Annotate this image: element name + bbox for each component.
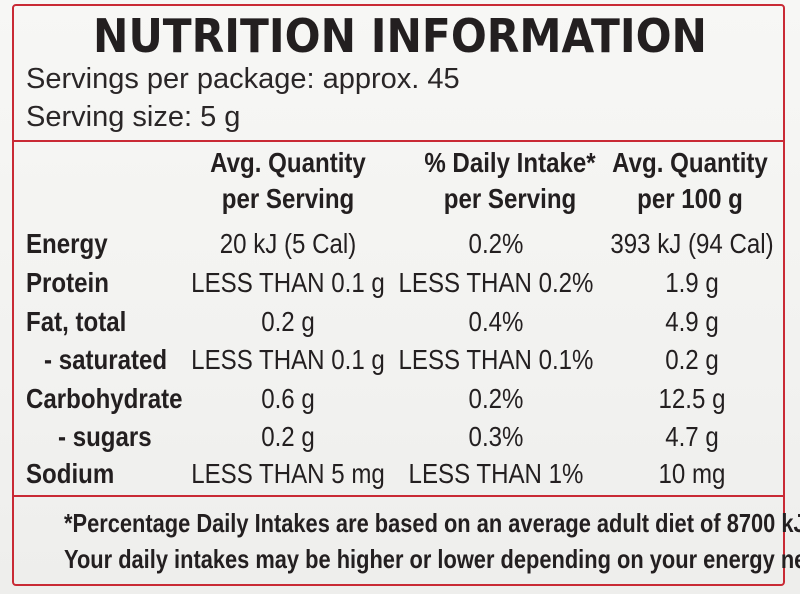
panel-title: NUTRITION INFORMATION [93, 9, 707, 63]
row-label: Protein [26, 267, 109, 298]
header-avg-per-serving: Avg. Quantity per Serving [176, 145, 400, 217]
per-serving-value: LESS THAN 5 mg [191, 458, 385, 489]
divider-top [14, 140, 784, 142]
daily-intake-value: 0.2% [468, 383, 524, 414]
per-serving-value: 0.6 g [261, 383, 315, 414]
daily-intake-value: 0.4% [468, 306, 524, 337]
per-serving-value: 20 kJ (5 Cal) [219, 228, 357, 259]
daily-intake-value: 0.3% [468, 421, 524, 452]
table-row: - sugars 0.2 g 0.3% 4.7 g [0, 418, 800, 456]
row-label: - sugars [58, 421, 152, 452]
divider-bottom [14, 495, 784, 497]
header-avg-per-100g: Avg. Quantity per 100 g [595, 145, 784, 217]
daily-intake-value: LESS THAN 0.2% [398, 267, 594, 298]
footnote-line: *Percentage Daily Intakes are based on a… [64, 508, 800, 538]
per-serving-value: 0.2 g [261, 306, 315, 337]
per-100g-value: 393 kJ (94 Cal) [610, 228, 774, 259]
per-100g-value: 1.9 g [665, 267, 719, 298]
daily-intake-value: LESS THAN 1% [408, 458, 584, 489]
row-label: - saturated [44, 344, 168, 375]
daily-intake-value: LESS THAN 0.1% [398, 344, 594, 375]
header-line: Avg. Quantity [612, 147, 768, 178]
per-100g-value: 12.5 g [658, 383, 726, 414]
table-row: Protein LESS THAN 0.1 g LESS THAN 0.2% 1… [0, 264, 800, 302]
table-row: Fat, total 0.2 g 0.4% 4.9 g [0, 303, 800, 341]
panel-border [12, 4, 785, 586]
header-daily-intake: % Daily Intake* per Serving [398, 145, 622, 217]
header-line: % Daily Intake* [424, 147, 596, 178]
row-label: Sodium [26, 458, 115, 489]
header-line: per 100 g [637, 183, 743, 214]
footnote-line: Your daily intakes may be higher or lowe… [64, 544, 800, 574]
table-row: Energy 20 kJ (5 Cal) 0.2% 393 kJ (94 Cal… [0, 225, 800, 263]
per-serving-value: LESS THAN 0.1 g [191, 267, 385, 298]
row-label: Energy [26, 228, 108, 259]
per-100g-value: 0.2 g [665, 344, 719, 375]
per-serving-value: LESS THAN 0.1 g [191, 344, 385, 375]
table-row: Sodium LESS THAN 5 mg LESS THAN 1% 10 mg [0, 455, 800, 493]
header-line: per Serving [443, 183, 577, 214]
per-100g-value: 4.7 g [665, 421, 719, 452]
per-100g-value: 4.9 g [665, 306, 719, 337]
daily-intake-value: 0.2% [468, 228, 524, 259]
serving-size: Serving size: 5 g [26, 101, 241, 133]
per-serving-value: 0.2 g [261, 421, 315, 452]
header-line: per Serving [221, 183, 355, 214]
table-row: Carbohydrate 0.6 g 0.2% 12.5 g [0, 380, 800, 418]
row-label: Carbohydrate [26, 383, 183, 414]
header-line: Avg. Quantity [210, 147, 366, 178]
servings-per-package: Servings per package: approx. 45 [26, 63, 460, 95]
table-row: - saturated LESS THAN 0.1 g LESS THAN 0.… [0, 341, 800, 379]
per-100g-value: 10 mg [658, 458, 726, 489]
row-label: Fat, total [26, 306, 127, 337]
